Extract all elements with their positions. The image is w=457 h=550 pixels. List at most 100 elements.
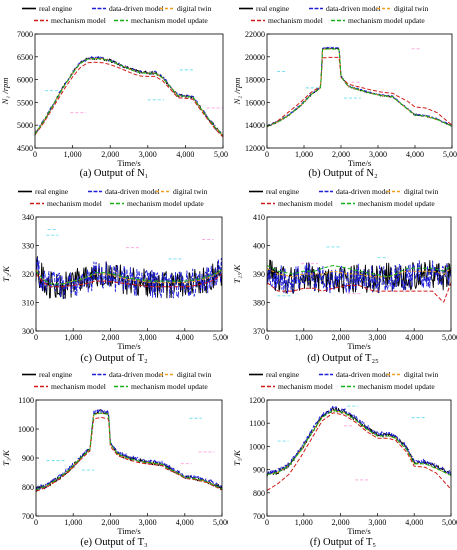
x-tick-label: 2,000: [332, 518, 350, 527]
y-axis-label: T₅/K: [232, 449, 242, 466]
x-axis-label: Time/s: [348, 158, 371, 168]
series-line-data-driven-model: [266, 405, 452, 476]
series-group: [266, 259, 452, 303]
legend-label: data-driven model: [109, 4, 164, 13]
series-line-real-engine: [266, 47, 453, 128]
y-tick-label: 340: [22, 213, 34, 222]
y-tick-label: 400: [253, 242, 265, 251]
legend-label: digital twin: [177, 4, 212, 13]
legend-label: digital twin: [404, 370, 439, 379]
legend-label: mechanism model update: [348, 16, 425, 25]
legend: real engine data-driven model digital twin…: [249, 370, 439, 391]
x-tick-label: 5,000: [213, 333, 228, 342]
y-axis-label: T₂₅/K: [232, 263, 242, 283]
y-tick-label: 330: [22, 242, 34, 251]
caption-n2: (b) Output of N₂: [308, 168, 378, 179]
legend-label: mechanism model: [51, 16, 106, 25]
y-tick-label: 900: [22, 454, 34, 463]
x-tick-label: 1,000: [295, 518, 313, 527]
legend-label: real engine: [39, 370, 73, 379]
y-tick-label: 300: [22, 327, 34, 336]
x-tick-label: 5,000: [213, 518, 228, 527]
panel-n1: real engine data-driven model digital twin…: [0, 0, 228, 183]
y-tick-label: 1100: [18, 396, 34, 405]
series-line-mechanism-model-update: [34, 58, 224, 136]
caption-t3: (e) Output of T₃: [80, 537, 148, 548]
x-axis-label: Time/s: [117, 526, 140, 536]
series-line-mechanism-model-update: [35, 412, 223, 491]
legend-label: mechanism model update: [358, 199, 435, 208]
y-tick-label: 700: [253, 512, 265, 521]
legend: real engine data-driven model digital twin…: [18, 187, 208, 208]
x-tick-label: 5,000: [442, 518, 457, 527]
series-line-mechanism-model: [35, 416, 223, 492]
legend-label: digital twin: [177, 370, 212, 379]
chart-t3: real engine data-driven model digital twin…: [1, 370, 228, 536]
legend-label: mechanism model update: [358, 382, 435, 391]
legend-label: real engine: [266, 370, 300, 379]
x-tick-label: 4,000: [406, 150, 424, 159]
series-line-mechanism-model: [35, 273, 223, 288]
y-axis-label: T₃/K: [1, 449, 11, 466]
y-tick-label: 700: [22, 512, 34, 521]
y-axis-label: N₁ /rpm: [0, 78, 10, 106]
series-line-mechanism-model-update: [266, 48, 453, 127]
legend-label: data-driven model: [336, 370, 391, 379]
x-tick-label: 0: [265, 150, 269, 159]
series-group: [35, 256, 223, 300]
panel-t3: real engine data-driven model digital twin…: [0, 366, 228, 549]
y-tick-label: 16000: [245, 98, 265, 107]
decor-bands: [45, 69, 224, 114]
x-axis-label: Time/s: [117, 158, 140, 168]
y-tick-label: 7000: [17, 30, 33, 39]
x-tick-label: 3,000: [139, 150, 157, 159]
series-line-data-driven-model: [35, 257, 223, 300]
y-axis-label: N₂ /rpm: [232, 78, 242, 106]
x-tick-label: 1,000: [64, 518, 82, 527]
y-tick-label: 380: [253, 299, 265, 308]
x-tick-label: 2,000: [332, 150, 350, 159]
legend-label: mechanism model: [268, 16, 323, 25]
chart-n2: real engine data-driven model digital twin…: [232, 4, 457, 168]
series-line-mechanism-model: [266, 56, 453, 128]
legend-label: mechanism model: [278, 199, 333, 208]
x-tick-label: 1,000: [64, 150, 82, 159]
y-tick-label: 800: [253, 489, 265, 498]
legend-label: digital twin: [173, 187, 208, 196]
chart-t2: real engine data-driven model digital twin…: [1, 187, 228, 351]
legend-label: data-driven model: [326, 4, 381, 13]
x-tick-label: 0: [33, 150, 37, 159]
chart-n1: real engine data-driven model digital twin…: [0, 4, 228, 168]
decor-bands: [46, 229, 214, 260]
chart-t5: real engine data-driven model digital twin…: [232, 370, 457, 536]
y-axis-label: T₂/K: [1, 265, 11, 282]
legend-label: mechanism model: [47, 199, 102, 208]
x-tick-label: 2,000: [332, 333, 350, 342]
x-tick-label: 3,000: [369, 150, 387, 159]
legend: real engine data-driven model digital twin…: [239, 4, 429, 25]
x-tick-label: 1,000: [295, 333, 313, 342]
y-tick-label: 370: [253, 327, 265, 336]
y-tick-label: 22000: [245, 30, 265, 39]
panel-n2: real engine data-driven model digital twin…: [229, 0, 457, 183]
legend-label: real engine: [256, 4, 290, 13]
legend-label: real engine: [266, 187, 300, 196]
x-tick-label: 5,000: [214, 150, 228, 159]
panel-t25: real engine data-driven model digital twin…: [229, 183, 457, 366]
series-line-mechanism-model: [34, 61, 224, 138]
decor-bands: [277, 405, 426, 481]
x-tick-label: 5,000: [442, 333, 457, 342]
y-tick-label: 4500: [17, 144, 33, 153]
x-axis-label: Time/s: [117, 341, 140, 351]
chart-t25: real engine data-driven model digital twin…: [232, 187, 457, 351]
legend-label: real engine: [35, 187, 69, 196]
x-tick-label: 0: [265, 333, 269, 342]
caption-t5: (f) Output of T₅: [309, 537, 377, 548]
y-tick-label: 14000: [245, 121, 265, 130]
x-tick-label: 0: [265, 518, 269, 527]
x-tick-label: 5,000: [443, 150, 457, 159]
y-tick-label: 1100: [249, 419, 265, 428]
caption-t25: (d) Output of T₂₅: [307, 353, 379, 364]
panel-t5: real engine data-driven model digital twin…: [229, 366, 457, 549]
x-tick-label: 4,000: [176, 518, 194, 527]
